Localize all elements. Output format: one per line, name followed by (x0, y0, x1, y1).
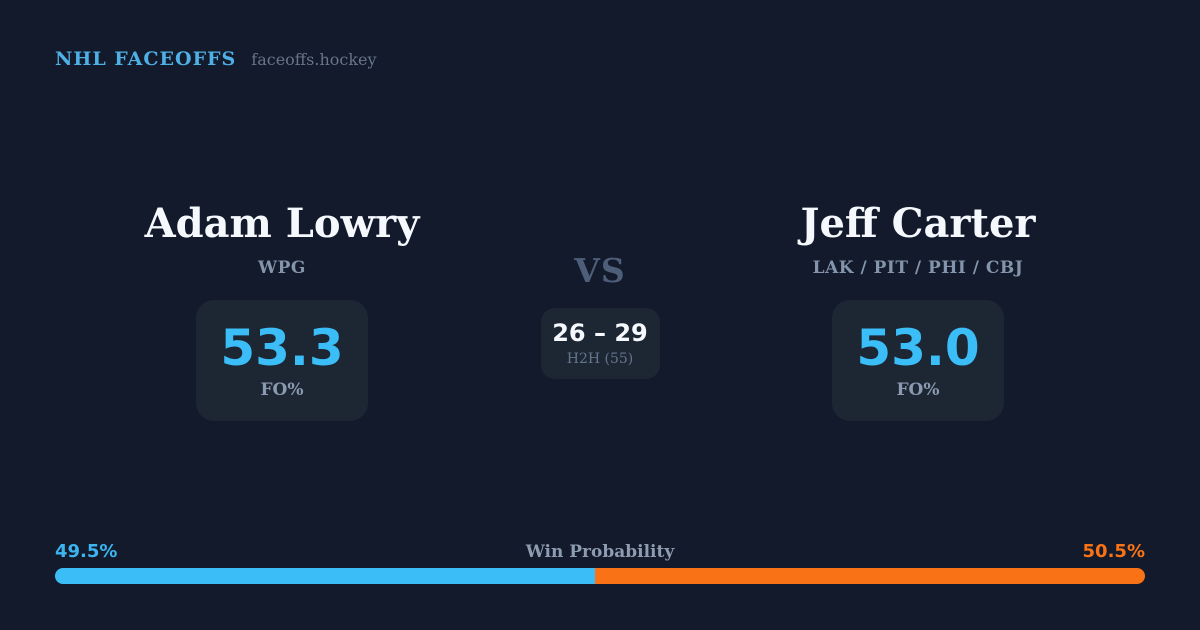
stat-label-right: FO% (896, 379, 940, 400)
stat-value-right: 53.0 (856, 318, 980, 377)
player-teams-right: LAK / PIT / PHI / CBJ (812, 258, 1024, 278)
win-probability-bar-left-segment (55, 568, 595, 584)
versus-column: VS 26 – 29 H2H (55) (500, 254, 700, 379)
win-probability-left-pct: 49.5% (55, 541, 118, 562)
brand-title: NHL FACEOFFS (55, 48, 237, 70)
win-probability-labels: 49.5% Win Probability 50.5% (55, 541, 1145, 563)
h2h-label: H2H (55) (566, 351, 634, 367)
player-name-right: Jeff Carter (800, 200, 1036, 247)
player-card-left: Adam Lowry WPG 53.3 FO% (102, 204, 462, 421)
stat-card-left: 53.3 FO% (196, 300, 368, 421)
stat-label-left: FO% (260, 379, 304, 400)
win-probability-title: Win Probability (525, 542, 675, 562)
win-probability-bar (55, 568, 1145, 584)
vs-label: VS (574, 251, 626, 290)
player-teams-left: WPG (258, 258, 306, 278)
win-probability-bar-right-segment (594, 568, 1145, 584)
stat-value-left: 53.3 (220, 318, 344, 377)
player-name-left: Adam Lowry (144, 200, 420, 247)
header: NHL FACEOFFS faceoffs.hockey (55, 48, 377, 70)
h2h-score: 26 – 29 (552, 319, 648, 347)
h2h-card: 26 – 29 H2H (55) (540, 308, 660, 379)
stat-card-right: 53.0 FO% (832, 300, 1004, 421)
win-probability-right-pct: 50.5% (1082, 541, 1145, 562)
brand-site-url: faceoffs.hockey (251, 50, 377, 69)
player-card-right: Jeff Carter LAK / PIT / PHI / CBJ 53.0 F… (738, 204, 1098, 421)
